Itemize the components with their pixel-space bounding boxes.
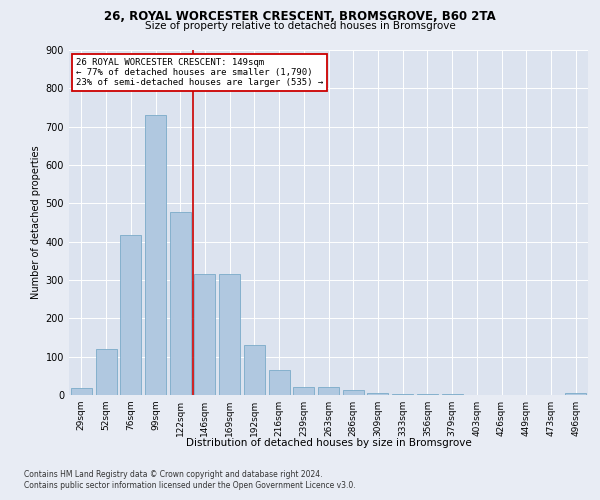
Bar (417, 394, 438, 395)
Y-axis label: Number of detached properties: Number of detached properties (31, 146, 41, 300)
Text: Size of property relative to detached houses in Bromsgrove: Size of property relative to detached ho… (145, 21, 455, 31)
Bar (71, 388, 92, 395)
Bar (95, 349, 116, 395)
Bar (442, 394, 463, 395)
Bar (293, 386, 314, 395)
Bar (219, 274, 240, 395)
Bar (244, 345, 265, 395)
Text: Contains HM Land Registry data © Crown copyright and database right 2024.: Contains HM Land Registry data © Crown c… (24, 470, 323, 479)
Text: Distribution of detached houses by size in Bromsgrove: Distribution of detached houses by size … (186, 438, 472, 448)
Text: Contains public sector information licensed under the Open Government Licence v3: Contains public sector information licen… (24, 481, 356, 490)
Text: 26, ROYAL WORCESTER CRESCENT, BROMSGROVE, B60 2TA: 26, ROYAL WORCESTER CRESCENT, BROMSGROVE… (104, 10, 496, 23)
Bar (170, 212, 191, 395)
Bar (120, 235, 141, 395)
Bar (145, 115, 166, 395)
Bar (343, 390, 364, 395)
Text: 26 ROYAL WORCESTER CRESCENT: 149sqm
← 77% of detached houses are smaller (1,790): 26 ROYAL WORCESTER CRESCENT: 149sqm ← 77… (76, 58, 323, 88)
Bar (367, 393, 388, 395)
Bar (194, 274, 215, 395)
Bar (565, 393, 586, 395)
Bar (392, 394, 413, 395)
Bar (318, 388, 339, 395)
Bar (269, 370, 290, 395)
